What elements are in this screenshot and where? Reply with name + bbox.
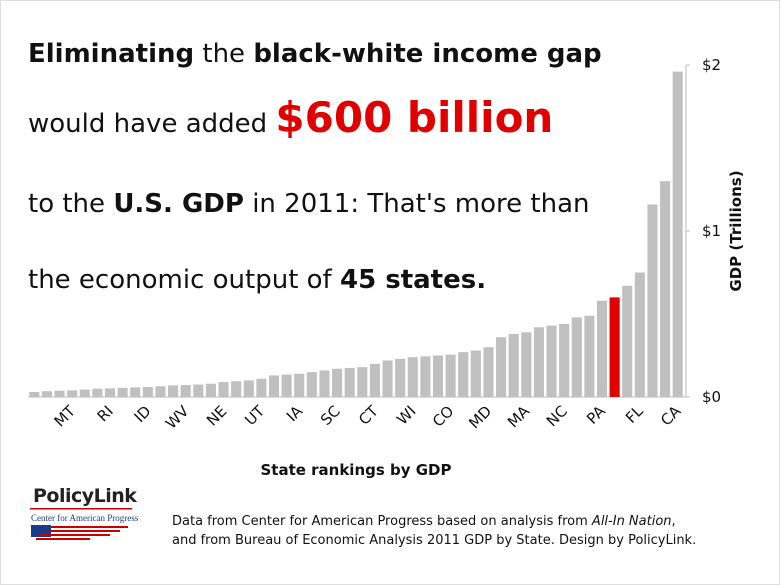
title-segment: the — [194, 39, 253, 69]
bar — [205, 383, 216, 397]
bar — [104, 388, 116, 397]
title-line: the economic output of 45 states. — [28, 265, 486, 295]
source-segment: , — [672, 514, 676, 529]
bar — [596, 300, 608, 397]
bar — [533, 327, 544, 397]
bar — [142, 387, 153, 397]
bar — [483, 347, 494, 397]
bar — [168, 385, 179, 397]
bar — [369, 363, 380, 397]
y-tick-label: $1 — [702, 222, 721, 240]
bar — [79, 389, 90, 397]
title-segment: would have added — [28, 109, 275, 139]
title-line: Eliminating the black-white income gap — [28, 39, 602, 69]
logo-flag — [31, 525, 128, 540]
bar — [67, 390, 78, 397]
title-line: to the U.S. GDP in 2011: That's more tha… — [28, 189, 590, 219]
title-segment: the economic output of — [28, 265, 340, 295]
bar — [41, 391, 52, 397]
bar — [571, 317, 582, 397]
title-segment: in 2011: That's more than — [244, 189, 590, 219]
bar — [647, 204, 658, 397]
bar — [496, 337, 507, 397]
title-segment: to the — [28, 189, 113, 219]
bar — [256, 378, 267, 397]
logo-primary: PolicyLink — [33, 485, 137, 507]
source-segment: Data from Center for American Progress b… — [172, 514, 592, 529]
bar — [634, 272, 645, 397]
bar — [193, 384, 204, 397]
x-axis-label: State rankings by GDP — [260, 461, 451, 479]
bar — [231, 381, 242, 397]
bar — [559, 323, 570, 397]
bar — [508, 333, 519, 397]
title-line: would have added $600 billion — [28, 93, 553, 142]
bar — [130, 387, 141, 397]
source-segment: and from Bureau of Economic Analysis 201… — [172, 533, 696, 548]
bar — [344, 367, 355, 397]
bar — [445, 354, 456, 397]
bar — [319, 370, 330, 397]
title: Eliminating the black-white income gap wo… — [28, 39, 602, 295]
title-segment: 45 states. — [340, 265, 486, 295]
bar — [306, 372, 317, 397]
source-segment: All-In Nation — [591, 514, 672, 529]
bar — [395, 358, 406, 397]
bar — [521, 332, 532, 397]
y-axis-label: GDP (Trillions) — [727, 170, 745, 291]
bar — [281, 374, 292, 397]
source-line: Data from Center for American Progress b… — [172, 514, 676, 529]
bar — [609, 297, 620, 397]
source-line: and from Bureau of Economic Analysis 201… — [172, 533, 696, 548]
bar — [420, 356, 431, 397]
bar — [546, 325, 557, 397]
bar — [218, 382, 229, 397]
bar — [92, 388, 103, 397]
title-segment: U.S. GDP — [113, 189, 244, 219]
title-segment: $600 billion — [275, 93, 553, 142]
bar — [54, 390, 65, 397]
bar — [357, 367, 368, 397]
bar — [458, 352, 469, 397]
bar — [622, 285, 633, 397]
bar — [180, 385, 191, 397]
bar — [268, 375, 280, 397]
title-segment: black-white income gap — [253, 39, 601, 69]
bar — [243, 380, 254, 397]
bar — [382, 360, 393, 397]
bar — [29, 392, 40, 397]
logo-rule — [30, 508, 132, 510]
title-segment: Eliminating — [28, 39, 194, 69]
bar — [117, 387, 128, 397]
bar — [407, 357, 418, 397]
bar — [332, 368, 343, 397]
bar — [470, 350, 481, 397]
logo-secondary: Center for American Progress — [31, 513, 139, 523]
y-tick-label: $0 — [702, 388, 721, 406]
source: Data from Center for American Progress b… — [172, 514, 696, 548]
y-tick-label: $2 — [702, 56, 721, 74]
bar — [155, 386, 166, 397]
bar — [584, 315, 595, 397]
bar — [672, 71, 683, 397]
bar — [294, 373, 305, 397]
bar — [660, 181, 671, 397]
bar — [432, 355, 444, 397]
